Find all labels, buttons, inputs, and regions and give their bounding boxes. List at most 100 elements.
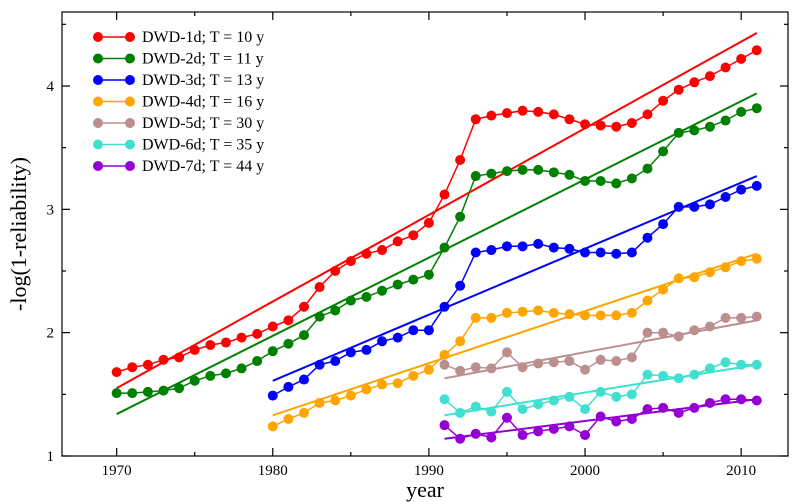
series-5-point (517, 362, 528, 373)
series-3-point (673, 201, 684, 212)
series-2-point (142, 386, 153, 397)
series-6-point (658, 370, 669, 381)
series-3-point (330, 356, 341, 367)
series-5-point (595, 354, 606, 365)
series-2-point (314, 311, 325, 322)
series-6-point (751, 359, 762, 370)
series-1-point (111, 367, 122, 378)
legend-label: DWD-7d; T = 44 y (142, 158, 264, 175)
series-5-point (580, 364, 591, 375)
series-6-point (595, 386, 606, 397)
series-4-point (283, 414, 294, 424)
series-1-point (704, 71, 715, 82)
series-1-point (658, 95, 669, 106)
series-2-point (236, 363, 247, 374)
series-5-point (673, 331, 684, 342)
series-1-point (642, 109, 653, 120)
series-1-point (564, 114, 575, 125)
series-4-point (299, 407, 309, 418)
series-2-point (595, 175, 606, 186)
series-2-trend-line (116, 92, 758, 415)
series-3-point (611, 248, 622, 259)
series-2-point (158, 385, 169, 396)
series-5-point (439, 359, 450, 370)
y-tick-label: 3 (47, 202, 55, 218)
series-2-point (548, 167, 559, 178)
series-2-point (517, 164, 528, 175)
series-4-point (501, 307, 512, 318)
legend-label: DWD-1d; T = 10 y (142, 29, 264, 46)
series-3-point (689, 201, 700, 212)
series-7-point (455, 433, 466, 444)
series-6 (439, 357, 762, 418)
series-1-point (423, 217, 434, 228)
series-1-point (595, 120, 606, 131)
legend-marker (125, 53, 135, 64)
series-2-point (736, 106, 747, 117)
legend-marker (125, 139, 135, 150)
legend-marker (93, 161, 103, 171)
series-2-point (361, 291, 372, 302)
series-3-point (423, 325, 434, 336)
x-ticks: 1970 1980 1990 2000 2010 (102, 12, 756, 479)
series-1-point (470, 114, 481, 125)
series-6-point (704, 363, 715, 374)
series-7-point (611, 416, 622, 427)
series-2-point (377, 285, 388, 296)
series-5-point (642, 327, 653, 338)
y-tick-label: 1 (47, 449, 55, 465)
series-1-point (283, 315, 294, 326)
legend-marker (125, 32, 135, 42)
series-1-point (751, 45, 762, 56)
series-1-point (127, 362, 138, 373)
series-5-point (626, 352, 637, 363)
series-5-point (533, 358, 544, 369)
series-1-point (720, 62, 731, 73)
series-7-point (595, 411, 606, 422)
series-3-point (377, 336, 388, 347)
series-2-point (267, 346, 278, 357)
series-1-point (345, 256, 356, 267)
series-4-point (314, 397, 325, 408)
series-4-point (439, 349, 450, 360)
series-1-point (533, 106, 544, 117)
series-5-point (470, 362, 481, 373)
series-1-point (689, 77, 700, 88)
legend-label: DWD-5d; T = 30 y (142, 115, 264, 132)
legend-label: DWD-6d; T = 35 y (142, 137, 264, 154)
legend-label: DWD-3d; T = 13 y (142, 72, 264, 89)
legend-marker (93, 53, 103, 64)
series-4 (267, 252, 762, 432)
series-7-point (626, 414, 637, 424)
legend-item-7: DWD-7d; T = 44 y (93, 158, 264, 175)
series-3-point (580, 247, 591, 258)
x-tick-label: 1990 (414, 463, 444, 479)
series-2-point (704, 121, 715, 132)
series-7-point (517, 430, 528, 441)
series-7-point (548, 423, 559, 434)
series-3-point (314, 359, 325, 370)
series-3-point (704, 199, 715, 210)
series-4-point (377, 379, 388, 390)
legend: DWD-1d; T = 10 y DWD-2d; T = 11 y DWD-3d; … (93, 29, 264, 175)
series-1-point (580, 119, 591, 130)
series-7-point (486, 432, 497, 443)
series-7-point (580, 430, 591, 441)
series-2-point (330, 305, 341, 316)
series-2-point (205, 370, 216, 381)
series-4-point (330, 395, 341, 406)
series-4-point (595, 310, 606, 321)
series-6-point (517, 404, 528, 415)
legend-item-5: DWD-5d; T = 30 y (93, 115, 264, 132)
series-2-point (486, 168, 497, 179)
series-2-point (345, 295, 356, 306)
series-3-point (392, 332, 403, 343)
legend-marker (93, 32, 103, 42)
series-6-point (486, 406, 497, 417)
y-tick-label: 2 (47, 326, 55, 342)
series-3-point (267, 390, 278, 401)
series-6-point (611, 391, 622, 402)
series-1 (111, 32, 762, 390)
legend-marker (93, 139, 103, 150)
series-1-point (517, 105, 528, 116)
